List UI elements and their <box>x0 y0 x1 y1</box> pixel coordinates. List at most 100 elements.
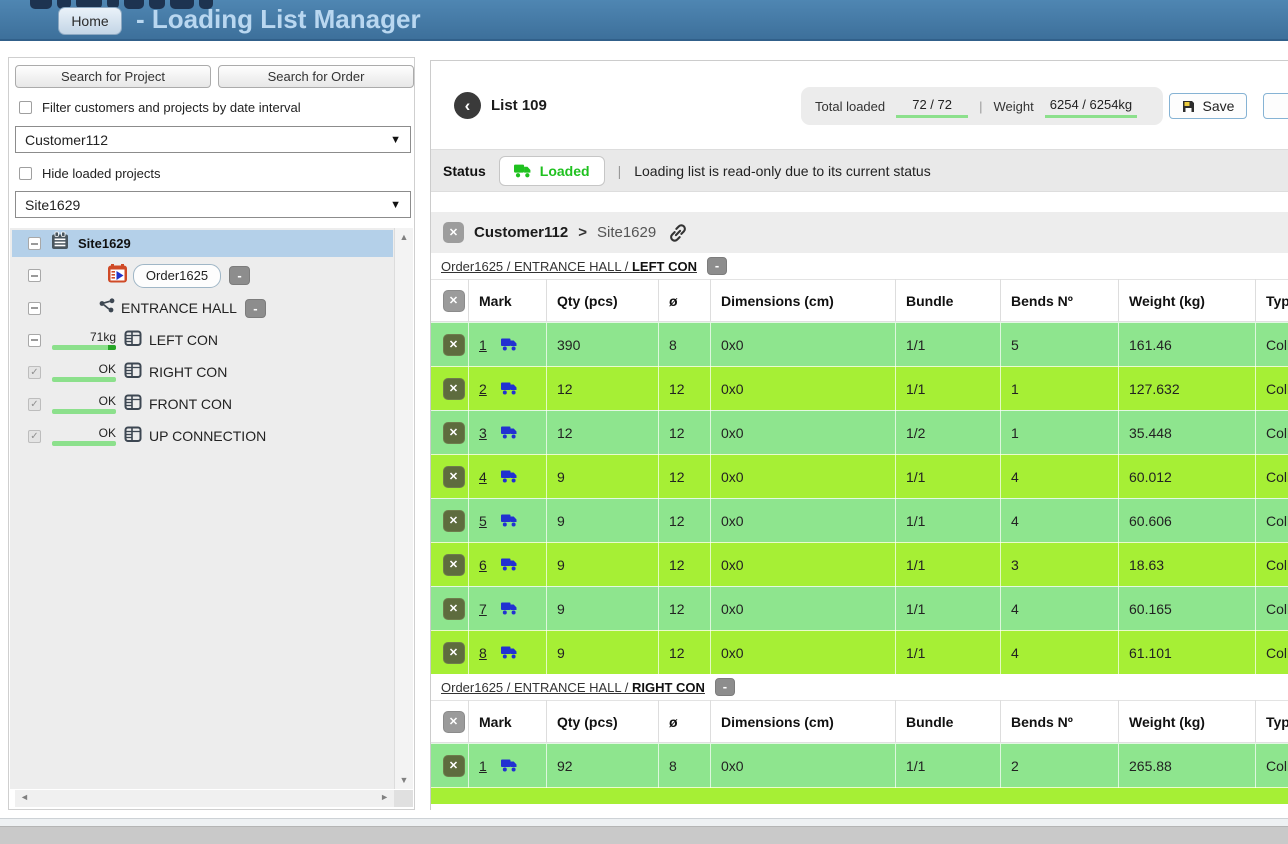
mark-link[interactable]: 5 <box>479 512 487 529</box>
mark-link[interactable]: 3 <box>479 424 487 441</box>
tree-item-container[interactable]: OK FRONT CON <box>10 389 395 419</box>
collapse-area-button[interactable]: - <box>244 298 266 318</box>
bends-cell: 2 <box>1001 743 1119 788</box>
filter-date-checkbox[interactable] <box>19 101 32 114</box>
collapse-order-button[interactable]: - <box>229 266 250 285</box>
tree-order-label[interactable]: Order1625 <box>133 263 221 288</box>
col-header-diameter: ø <box>659 279 711 322</box>
diameter-cell: 8 <box>659 743 711 788</box>
truck-icon <box>500 514 518 527</box>
main-panel: ‹ List 109 Total loaded 72 / 72 | Weight… <box>430 60 1288 810</box>
tree-item-order[interactable]: Order1625 - <box>10 260 395 291</box>
truck-icon <box>500 470 518 483</box>
section-link[interactable]: Order1625 / ENTRANCE HALL / LEFT CON <box>441 258 697 274</box>
qty-cell: 12 <box>547 366 659 411</box>
chevron-down-icon: ▼ <box>390 198 401 211</box>
remove-all-button[interactable]: ✕ <box>442 289 465 312</box>
search-project-button[interactable]: Search for Project <box>15 65 211 88</box>
status-badge[interactable]: Loaded <box>498 155 605 186</box>
chevron-down-icon: ▼ <box>390 133 401 146</box>
bundle-cell: 1/1 <box>896 586 1001 631</box>
mark-link[interactable]: 2 <box>479 380 487 397</box>
col-header-mark: Mark <box>469 279 547 322</box>
tree-item-container[interactable]: OK UP CONNECTION <box>10 421 395 451</box>
table-row: ✕ 7 9 12 0x0 1/1 4 60.165 Colle <box>431 586 1288 631</box>
tree-item-container[interactable]: OK RIGHT CON <box>10 357 395 387</box>
search-order-button[interactable]: Search for Order <box>218 65 414 88</box>
remove-row-button[interactable]: ✕ <box>442 333 465 356</box>
type-cell: Colle <box>1256 411 1288 455</box>
tree-item-area[interactable]: ENTRANCE HALL - <box>10 293 395 323</box>
truck-icon <box>500 426 518 439</box>
bundle-cell: 1/1 <box>896 454 1001 499</box>
remove-row-button[interactable]: ✕ <box>442 754 465 777</box>
container-progress: 71kg <box>52 331 116 350</box>
container-checkbox[interactable] <box>28 429 41 443</box>
table-row-partial: ✕ <box>431 787 1288 804</box>
area-checkbox[interactable] <box>28 301 41 315</box>
remove-row-button[interactable]: ✕ <box>443 803 465 804</box>
remove-row-button[interactable]: ✕ <box>442 465 465 488</box>
mark-link[interactable]: 6 <box>479 556 487 573</box>
container-checkbox[interactable] <box>28 365 41 379</box>
scroll-right-icon[interactable]: ► <box>380 792 389 802</box>
container-checkbox[interactable] <box>28 397 41 411</box>
remove-row-button[interactable]: ✕ <box>442 509 465 532</box>
bends-cell: 4 <box>1001 630 1119 675</box>
table-row: ✕ 2 12 12 0x0 1/1 1 127.632 Colle <box>431 366 1288 411</box>
remove-row-button[interactable]: ✕ <box>442 377 465 400</box>
weight-label: Weight <box>993 98 1034 114</box>
table-body: ✕ 1 390 8 0x0 1/1 5 161.46 Colle ✕ <box>431 322 1288 675</box>
customer-select[interactable]: Customer112 ▼ <box>15 126 411 153</box>
remove-row-button[interactable]: ✕ <box>442 553 465 576</box>
qty-cell: 9 <box>547 630 659 675</box>
mark-link[interactable]: 4 <box>479 468 487 485</box>
tree-vertical-scrollbar[interactable]: ▲ ▼ <box>394 228 413 789</box>
container-status-text: 71kg <box>89 329 116 344</box>
scroll-down-icon[interactable]: ▼ <box>399 775 409 785</box>
col-header-dimensions: Dimensions (cm) <box>711 700 896 743</box>
container-icon <box>123 360 143 385</box>
section-link[interactable]: Order1625 / ENTRANCE HALL / RIGHT CON <box>441 679 705 695</box>
summary-separator: | <box>979 98 983 114</box>
weight-cell: 18.63 <box>1119 542 1256 587</box>
mark-link[interactable]: 7 <box>479 600 487 617</box>
tree-item-site[interactable]: Site1629 <box>12 230 393 257</box>
link-icon[interactable] <box>668 223 688 243</box>
remove-row-button[interactable]: ✕ <box>442 597 465 620</box>
site-checkbox[interactable] <box>28 237 41 250</box>
qty-cell: 9 <box>547 498 659 543</box>
diameter-cell: 12 <box>659 410 711 455</box>
scroll-left-icon[interactable]: ◄ <box>20 792 29 802</box>
back-button[interactable]: ‹ <box>454 92 481 119</box>
diameter-cell: 12 <box>659 630 711 675</box>
mark-link[interactable]: 8 <box>479 644 487 661</box>
bottom-strip <box>0 818 1288 826</box>
qty-cell: 9 <box>547 454 659 499</box>
dimensions-cell: 0x0 <box>711 454 896 499</box>
bundle-cell: 1/1 <box>896 542 1001 587</box>
order-checkbox[interactable] <box>28 269 41 282</box>
collapse-section-button[interactable]: - <box>706 257 727 275</box>
mark-link[interactable]: 1 <box>479 757 487 774</box>
container-checkbox[interactable] <box>28 333 41 347</box>
remove-row-button[interactable]: ✕ <box>442 421 465 444</box>
diameter-cell: 12 <box>659 586 711 631</box>
site-icon <box>50 231 70 256</box>
site-select[interactable]: Site1629 ▼ <box>15 191 411 218</box>
col-header-bundle: Bundle <box>896 700 1001 743</box>
tree-item-container[interactable]: 71kg LEFT CON <box>10 325 395 355</box>
save-button[interactable]: Save <box>1169 93 1247 119</box>
in-button[interactable]: In <box>1263 93 1288 119</box>
bottom-bar <box>0 826 1288 844</box>
collapse-section-button[interactable]: - <box>714 678 735 696</box>
scroll-up-icon[interactable]: ▲ <box>399 232 409 242</box>
close-icon[interactable]: ✕ <box>443 222 464 243</box>
remove-all-button[interactable]: ✕ <box>442 710 465 733</box>
hide-loaded-checkbox[interactable] <box>19 167 32 180</box>
col-header-weight: Weight (kg) <box>1119 279 1256 322</box>
remove-row-button[interactable]: ✕ <box>442 641 465 664</box>
home-button[interactable]: Home <box>58 7 122 35</box>
tree-horizontal-scrollbar[interactable]: ◄ ► <box>15 790 394 807</box>
mark-link[interactable]: 1 <box>479 336 487 353</box>
